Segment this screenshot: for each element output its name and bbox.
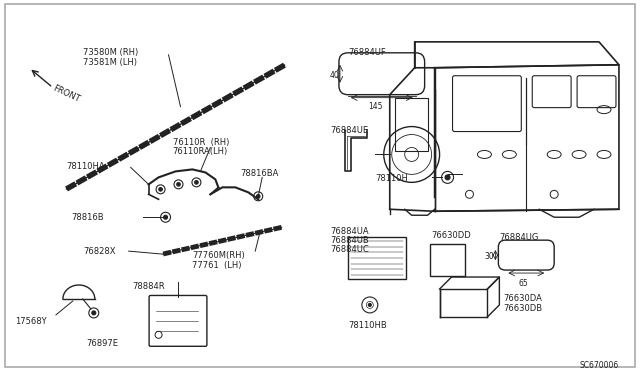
Circle shape (164, 215, 168, 219)
Text: 76630DB: 76630DB (503, 304, 543, 313)
Circle shape (92, 311, 96, 315)
Text: 76110R  (RH): 76110R (RH) (173, 138, 229, 147)
Text: 78884R: 78884R (132, 282, 165, 291)
Text: 73580M (RH): 73580M (RH) (83, 48, 138, 57)
Circle shape (445, 175, 450, 180)
Text: 76884UG: 76884UG (499, 233, 539, 242)
Text: 77760M(RH): 77760M(RH) (193, 251, 245, 260)
Circle shape (159, 187, 163, 191)
Text: 76630DA: 76630DA (503, 294, 542, 303)
Circle shape (177, 183, 180, 186)
Text: 78110HA: 78110HA (66, 163, 104, 171)
Text: 76884UF: 76884UF (348, 48, 386, 57)
Circle shape (257, 195, 260, 198)
Text: 17568Y: 17568Y (15, 317, 47, 326)
Text: SC670006: SC670006 (579, 361, 618, 370)
Bar (429, 244, 465, 276)
Text: 145: 145 (369, 102, 383, 110)
Text: 78816BA: 78816BA (240, 169, 278, 179)
Text: FRONT: FRONT (51, 84, 81, 104)
Text: 40: 40 (329, 71, 339, 80)
Text: 76630DD: 76630DD (431, 231, 471, 240)
Circle shape (369, 304, 371, 307)
Text: 76110RA(LH): 76110RA(LH) (173, 147, 228, 157)
Text: 73581M (LH): 73581M (LH) (83, 58, 137, 67)
Text: 76828X: 76828X (83, 247, 115, 256)
Text: 76884UC: 76884UC (330, 245, 369, 254)
Text: 30: 30 (484, 251, 494, 261)
Text: 65: 65 (518, 279, 528, 288)
Text: 78110H: 78110H (375, 174, 408, 183)
Bar (348, 237, 406, 279)
Text: 78110HB: 78110HB (348, 321, 387, 330)
Text: 77761  (LH): 77761 (LH) (193, 261, 242, 270)
Text: 76884UE: 76884UE (330, 126, 368, 135)
Text: 78816B: 78816B (71, 213, 104, 222)
Text: 76884UA: 76884UA (330, 227, 369, 236)
Text: 76884UB: 76884UB (330, 236, 369, 245)
Circle shape (195, 180, 198, 184)
Text: 76897E: 76897E (87, 339, 119, 348)
